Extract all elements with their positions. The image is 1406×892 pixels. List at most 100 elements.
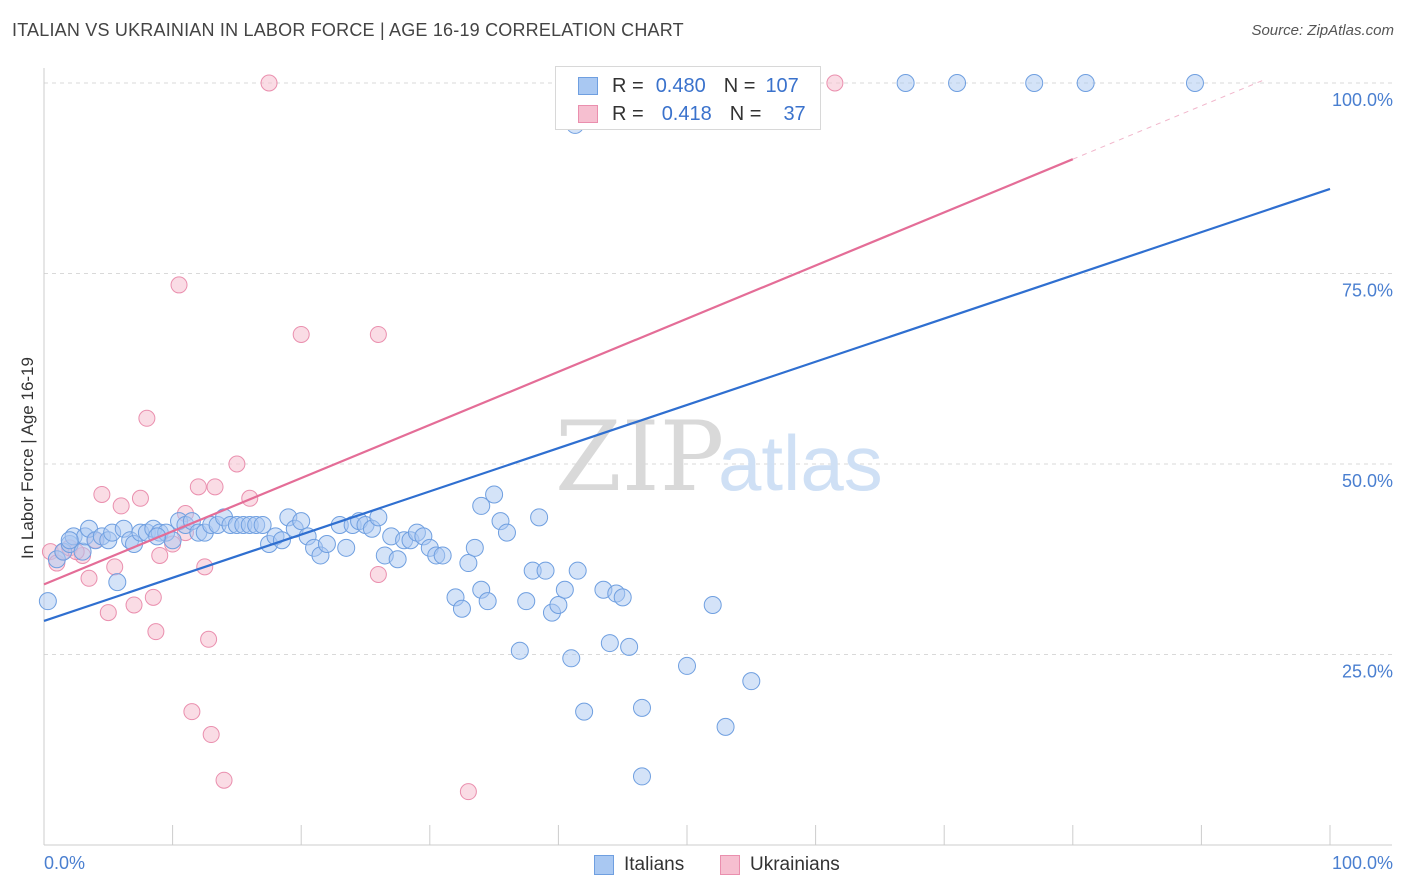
watermark-atlas: atlas: [718, 419, 883, 507]
ukrainian-point: [369, 565, 387, 583]
ukrainian-point: [125, 596, 143, 614]
italian-point: [517, 592, 536, 611]
bottom-italians-swatch: [594, 855, 614, 875]
ukrainian-point: [292, 325, 310, 343]
legend-row-ukrainians: R = 0.418 N = 37: [578, 100, 806, 128]
ukrainians-trend-line: [43, 158, 1074, 586]
axes: [43, 68, 1392, 846]
ukrainian-point: [200, 630, 218, 648]
y-tick-labels: 25.0% 50.0% 75.0% 100.0%: [1332, 90, 1393, 682]
ukrainians-n-value: 37: [783, 102, 806, 125]
ukrainians-r-label: R =: [612, 102, 644, 125]
ukrainians-n-label: N =: [729, 102, 762, 125]
italian-point: [600, 634, 619, 653]
ukrainian-point: [93, 485, 111, 503]
ukrainian-point: [189, 478, 207, 496]
italian-point: [575, 702, 594, 721]
italian-point: [549, 595, 568, 614]
ukrainian-point: [80, 569, 98, 587]
italian-point: [472, 496, 491, 515]
legend-row-italians: R = 0.480 N = 107: [578, 72, 799, 100]
italian-point: [632, 698, 651, 717]
ukrainian-point: [99, 604, 117, 622]
ukrainian-point: [183, 703, 201, 721]
italian-point: [388, 550, 407, 569]
italian-point: [1185, 74, 1204, 92]
italian-point: [530, 508, 549, 527]
ukrainian-point: [826, 74, 844, 92]
ukrainians-trend-extension: [1072, 78, 1266, 160]
y-tick-label: 25.0%: [1342, 662, 1393, 682]
y-tick-label: 100.0%: [1332, 90, 1393, 110]
italian-point: [465, 538, 484, 557]
ukrainian-point: [151, 546, 169, 564]
ukrainian-point: [147, 623, 165, 641]
x-tick-label: 100.0%: [1332, 853, 1393, 873]
italian-point: [485, 485, 504, 504]
italian-point: [317, 535, 336, 554]
italian-point: [148, 527, 167, 546]
watermark: ZIP atlas: [555, 401, 883, 513]
italian-point: [497, 523, 516, 542]
italians-r-label: R =: [612, 74, 644, 97]
y-axis-label: In Labor Force | Age 16-19: [18, 357, 37, 559]
italian-point: [896, 74, 915, 92]
ukrainian-point: [202, 726, 220, 744]
bottom-ukrainians-label: Ukrainians: [750, 854, 840, 875]
ukrainian-point: [170, 276, 188, 294]
italians-n-value: 107: [765, 74, 799, 97]
italian-point: [703, 595, 722, 614]
ukrainian-point: [260, 74, 278, 92]
bottom-legend-ukrainians[interactable]: Ukrainians: [720, 852, 840, 878]
ukrainian-point: [206, 478, 224, 496]
bottom-ukrainians-swatch: [720, 855, 740, 875]
ukrainians-r-value: 0.418: [661, 102, 712, 125]
y-tick-label: 50.0%: [1342, 471, 1393, 491]
ukrainian-point: [138, 409, 156, 427]
italian-point: [253, 515, 272, 534]
ukrainian-point: [369, 325, 387, 343]
italian-point: [459, 554, 478, 573]
italian-point: [555, 580, 574, 599]
italian-point: [536, 561, 555, 580]
ukrainian-point: [459, 783, 477, 801]
bottom-italians-label: Italians: [624, 854, 685, 875]
italian-point: [510, 641, 529, 660]
italian-point: [478, 592, 497, 611]
gridlines: [44, 82, 1392, 655]
x-tick-labels: 0.0% 100.0%: [44, 853, 1393, 873]
ukrainian-point: [215, 771, 233, 789]
trend-lines: [43, 78, 1331, 623]
italian-point: [568, 561, 587, 580]
italian-point: [613, 588, 632, 607]
y-tick-label: 75.0%: [1342, 281, 1393, 301]
italian-point: [38, 592, 57, 611]
italian-point: [742, 672, 761, 691]
ukrainian-point: [106, 558, 124, 576]
italian-point: [1025, 74, 1044, 92]
italian-point: [632, 767, 651, 786]
italian-point: [1076, 74, 1095, 92]
italian-point: [108, 573, 127, 592]
bottom-legend-italians[interactable]: Italians: [594, 852, 684, 878]
italian-point: [620, 637, 639, 656]
source-label: Source: ZipAtlas.com: [1251, 22, 1394, 39]
italian-point: [433, 546, 452, 565]
chart-title: ITALIAN VS UKRAINIAN IN LABOR FORCE | AG…: [12, 20, 684, 40]
italian-point: [60, 531, 79, 550]
italians-r-value: 0.480: [655, 74, 706, 97]
ukrainian-point: [228, 455, 246, 473]
italians-swatch: [578, 77, 598, 95]
italian-point: [716, 717, 735, 736]
stats-legend: R = 0.480 N = 107 R = 0.418 N = 37: [555, 66, 821, 130]
italian-point: [337, 538, 356, 557]
ukrainians-swatch: [578, 105, 598, 123]
italians-n-label: N =: [723, 74, 756, 97]
italians-trend-line: [43, 187, 1331, 623]
italian-point: [292, 512, 311, 531]
italian-point: [562, 649, 581, 668]
ukrainian-point: [112, 497, 130, 515]
x-tick-label: 0.0%: [44, 853, 85, 873]
ukrainian-point: [144, 588, 162, 606]
